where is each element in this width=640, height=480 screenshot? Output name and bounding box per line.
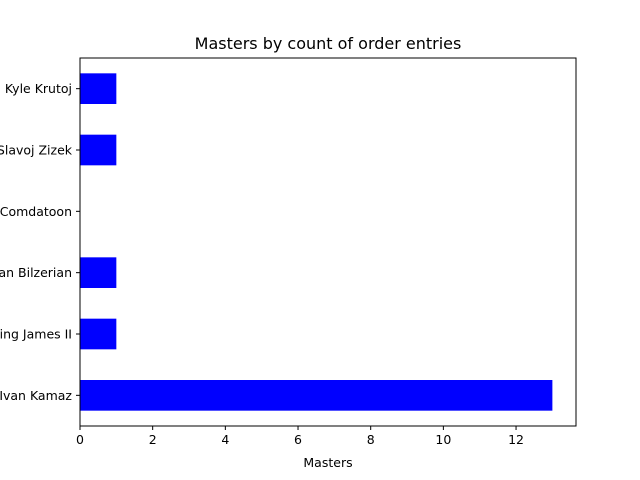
y-tick-label: King James II bbox=[0, 327, 72, 342]
x-ticks-group: 0 2 4 6 8 10 12 bbox=[76, 426, 524, 447]
chart-title: Masters by count of order entries bbox=[195, 34, 462, 53]
y-tick-label: Kyle Krutoj bbox=[5, 81, 72, 96]
y-tick-label: Slavoj Zizek bbox=[0, 143, 73, 158]
x-tick-label: 10 bbox=[435, 432, 451, 447]
y-tick-label: Ivan Kamaz bbox=[0, 388, 72, 403]
x-tick-label: 0 bbox=[76, 432, 84, 447]
bar-ivan-kamaz bbox=[80, 380, 553, 411]
bar-slavoj-zizek bbox=[80, 134, 117, 166]
y-tick-label: Comdatoon bbox=[0, 204, 72, 219]
x-tick-label: 8 bbox=[367, 432, 375, 447]
x-tick-label: 4 bbox=[221, 432, 229, 447]
x-tick-label: 2 bbox=[149, 432, 157, 447]
x-tick-label: 12 bbox=[508, 432, 524, 447]
bar-dan-bilzerian bbox=[80, 257, 117, 288]
bar-kyle-krutoj bbox=[80, 73, 117, 104]
bar-king-james-ii bbox=[80, 318, 117, 350]
bars-group bbox=[80, 73, 553, 411]
y-ticks-group: Ivan Kamaz King James II Dan Bilzerian Comd… bbox=[0, 81, 80, 403]
x-tick-label: 6 bbox=[294, 432, 302, 447]
y-tick-label: Dan Bilzerian bbox=[0, 265, 72, 280]
plot-frame bbox=[79, 57, 577, 427]
x-axis-label: Masters bbox=[303, 455, 352, 470]
